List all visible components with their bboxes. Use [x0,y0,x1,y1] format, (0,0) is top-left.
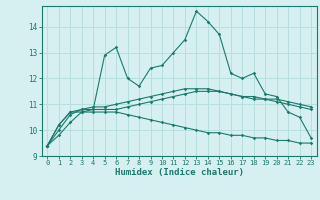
X-axis label: Humidex (Indice chaleur): Humidex (Indice chaleur) [115,168,244,177]
